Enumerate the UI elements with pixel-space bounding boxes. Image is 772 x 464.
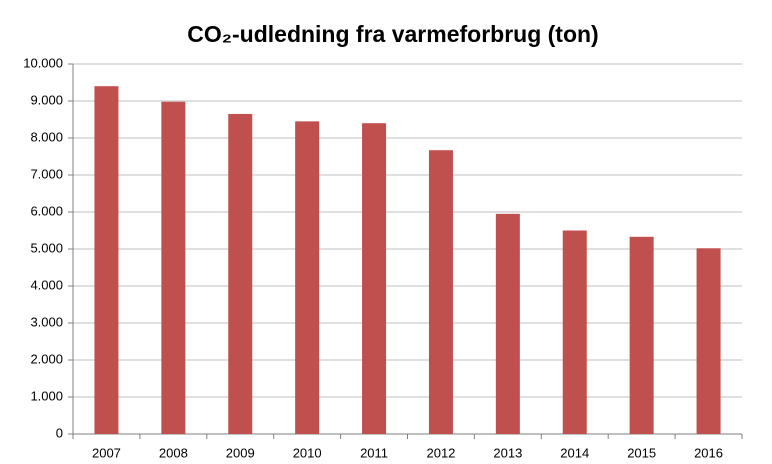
x-tick-label: 2013 <box>493 445 522 460</box>
bar <box>629 236 654 434</box>
bar <box>94 86 119 434</box>
y-tick-label: 8.000 <box>30 129 63 144</box>
x-tick-label: 2016 <box>694 445 723 460</box>
x-tick-label: 2014 <box>560 445 589 460</box>
bar <box>495 213 520 434</box>
x-tick-label: 2008 <box>159 445 188 460</box>
y-tick-label: 9.000 <box>30 92 63 107</box>
y-tick-label: 2.000 <box>30 351 63 366</box>
x-tick-label: 2010 <box>293 445 322 460</box>
y-tick-label: 7.000 <box>30 166 63 181</box>
bar <box>228 113 253 434</box>
y-tick-label: 6.000 <box>30 203 63 218</box>
x-tick-label: 2007 <box>92 445 121 460</box>
bar <box>362 123 387 434</box>
bar <box>428 150 453 434</box>
bar <box>161 101 186 435</box>
y-tick-label: 4.000 <box>30 277 63 292</box>
y-tick-label: 1.000 <box>30 388 63 403</box>
bar <box>696 248 721 434</box>
y-tick-label: 3.000 <box>30 314 63 329</box>
x-tick-label: 2015 <box>627 445 656 460</box>
x-tick-label: 2009 <box>226 445 255 460</box>
y-tick-label: 0 <box>56 425 63 440</box>
x-tick-label: 2012 <box>426 445 455 460</box>
bar <box>562 230 587 434</box>
y-tick-label: 10.000 <box>23 55 63 70</box>
bar <box>295 121 320 434</box>
chart-title: CO₂-udledning fra varmeforbrug (ton) <box>187 21 598 47</box>
x-tick-label: 2011 <box>360 445 388 460</box>
y-tick-label: 5.000 <box>30 240 63 255</box>
